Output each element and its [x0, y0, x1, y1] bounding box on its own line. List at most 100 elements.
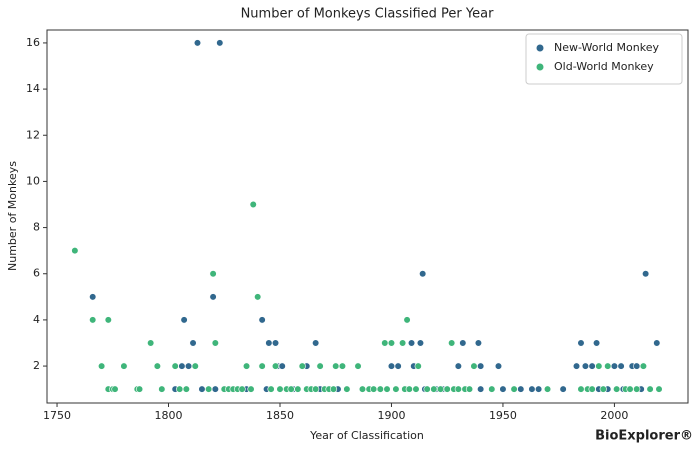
scatter-point — [517, 385, 525, 393]
scatter-point — [247, 385, 255, 393]
scatter-point — [394, 362, 402, 370]
scatter-point — [147, 339, 155, 347]
scatter-point — [184, 362, 193, 370]
scatter-point — [646, 385, 654, 393]
scatter-point — [271, 362, 280, 370]
scatter-point — [577, 339, 585, 347]
scatter-point — [595, 362, 603, 370]
scatter-point — [238, 385, 246, 393]
scatter-point — [120, 362, 128, 370]
scatter-point — [510, 385, 518, 393]
scatter-point — [383, 385, 391, 393]
y-axis-label: Number of Monkeys — [6, 161, 19, 271]
y-tick-label: 14 — [26, 82, 40, 95]
scatter-point — [655, 385, 663, 393]
scatter-point — [392, 385, 400, 393]
y-tick-label: 16 — [26, 36, 40, 49]
scatter-point — [370, 385, 378, 393]
scatter-point — [633, 385, 641, 393]
scatter-point — [267, 385, 275, 393]
scatter-point — [258, 316, 266, 324]
scatter-point — [474, 339, 483, 347]
scatter-point — [423, 385, 431, 393]
scatter-point — [633, 362, 641, 370]
y-tick-label: 2 — [33, 359, 40, 372]
plot-frame — [46, 29, 689, 404]
scatter-point — [216, 39, 224, 47]
y-tick-label: 12 — [26, 128, 40, 141]
scatter-point — [613, 385, 621, 393]
scatter-point — [653, 339, 661, 347]
y-tick-label: 8 — [33, 221, 40, 234]
scatter-point — [416, 339, 425, 347]
scatter-point — [211, 339, 219, 347]
legend-box — [525, 33, 683, 85]
scatter-point — [387, 339, 396, 347]
scatter-point — [381, 339, 389, 347]
scatter-point — [312, 339, 320, 347]
scatter-point — [626, 385, 634, 393]
scatter-point — [592, 339, 601, 347]
scatter-point — [465, 385, 474, 393]
scatter-point — [111, 385, 119, 393]
x-tick-label: 2000 — [600, 409, 628, 422]
scatter-point — [639, 362, 648, 370]
scatter-point — [191, 362, 199, 370]
scatter-point — [448, 339, 456, 347]
scatter-point — [176, 385, 184, 393]
scatter-point — [98, 362, 106, 370]
scatter-point — [414, 362, 422, 370]
scatter-point — [454, 385, 462, 393]
scatter-point — [443, 385, 451, 393]
scatter-point — [271, 339, 280, 347]
scatter-point — [104, 316, 112, 324]
scatter-point — [354, 362, 362, 370]
scatter-point — [205, 385, 213, 393]
scatter-point — [376, 385, 384, 393]
scatter-point — [572, 362, 581, 370]
x-tick-label: 1800 — [155, 409, 183, 422]
scatter-point — [242, 362, 251, 370]
scatter-point — [403, 316, 411, 324]
scatter-point — [343, 385, 351, 393]
scatter-point — [477, 362, 485, 370]
scatter-point — [387, 362, 396, 370]
scatter-point — [577, 385, 585, 393]
scatter-point — [454, 362, 462, 370]
watermark: BioExplorer® — [595, 429, 693, 444]
scatter-point — [182, 385, 190, 393]
scatter-point — [430, 385, 438, 393]
scatter-point — [604, 362, 612, 370]
scatter-point — [312, 385, 320, 393]
scatter-point — [470, 362, 478, 370]
scatter-point — [412, 385, 420, 393]
scatter-point — [135, 385, 144, 393]
scatter-point — [193, 39, 202, 47]
scatter-point — [488, 385, 496, 393]
y-tick-label: 4 — [33, 313, 40, 326]
x-tick-label: 1850 — [266, 409, 294, 422]
scatter-point — [399, 339, 407, 347]
scatter-point — [316, 362, 324, 370]
scatter-point — [338, 362, 347, 370]
scatter-point — [89, 293, 97, 301]
scatter-point — [407, 339, 416, 347]
scatter-point — [276, 385, 284, 393]
scatter-point — [209, 293, 217, 301]
scatter-point — [528, 385, 536, 393]
scatter-point — [436, 385, 445, 393]
scatter-point — [559, 385, 567, 393]
scatter-point — [198, 385, 206, 393]
x-tick-label: 1900 — [377, 409, 405, 422]
x-tick-label: 1950 — [489, 409, 517, 422]
scatter-point — [153, 362, 161, 370]
scatter-point — [610, 362, 619, 370]
y-tick-label: 10 — [26, 174, 40, 187]
scatter-point — [180, 316, 188, 324]
legend-label: Old-World Monkey — [554, 60, 654, 73]
scatter-point — [405, 385, 413, 393]
scatter-point — [89, 316, 97, 324]
scatter-point — [499, 385, 507, 393]
scatter-point — [171, 362, 179, 370]
x-tick-label: 1750 — [43, 409, 71, 422]
